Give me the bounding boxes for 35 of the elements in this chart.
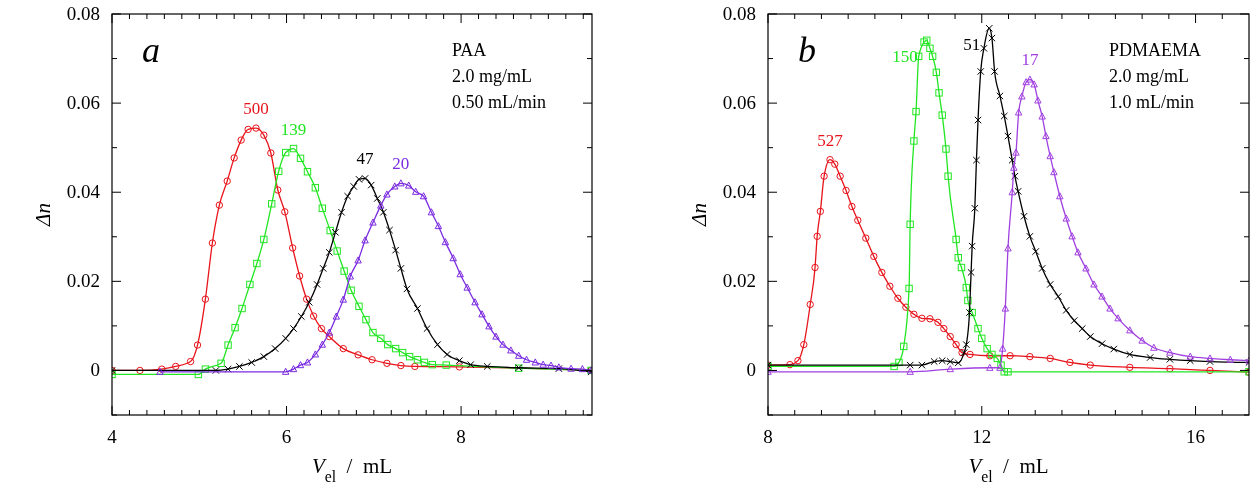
annotation: a <box>142 30 160 70</box>
annotation: 1.0 mL/min <box>1109 92 1194 112</box>
annotation: PDMAEMA <box>1109 40 1202 60</box>
y-tick-label: 0.04 <box>722 181 757 203</box>
x-tick-label: 12 <box>972 426 992 447</box>
x-tick-label: 8 <box>763 426 773 447</box>
series-label: 17 <box>1021 50 1039 70</box>
y-axis-title: Δn <box>31 203 55 227</box>
x-tick-label: 4 <box>107 426 118 447</box>
series-label: 527 <box>817 130 844 150</box>
series-label: 47 <box>356 149 375 169</box>
series-label: 500 <box>243 99 269 119</box>
annotation: 0.50 mL/min <box>452 92 546 112</box>
y-tick-label: 0 <box>746 359 756 381</box>
annotation: PAA <box>452 40 487 60</box>
y-tick-label: 0.02 <box>66 270 100 292</box>
y-tick-label: 0.08 <box>722 3 756 24</box>
legend-label: 51 <box>963 35 981 55</box>
annotation: b <box>798 30 816 70</box>
x-axis-title: V$_{el}$ / mL <box>968 454 1049 485</box>
x-tick-label: 16 <box>1186 426 1206 447</box>
x-tick-label: 8 <box>456 426 466 447</box>
y-tick-label: 0.02 <box>722 270 756 292</box>
y-tick-label: 0.06 <box>722 92 756 114</box>
annotation: 2.0 mg/mL <box>452 66 532 86</box>
y-tick-label: 0 <box>90 359 100 381</box>
y-tick-label: 0.08 <box>66 3 100 24</box>
y-tick-label: 0.06 <box>66 92 100 114</box>
annotation: 2.0 mg/mL <box>1109 66 1189 86</box>
x-tick-label: 6 <box>281 426 292 447</box>
series-label: 139 <box>280 119 307 139</box>
y-tick-label: 0.04 <box>66 181 101 203</box>
y-axis-title: Δn <box>687 203 711 227</box>
x-axis-title: V$_{el}$ / mL <box>311 454 393 485</box>
series-label: 20 <box>392 154 410 174</box>
